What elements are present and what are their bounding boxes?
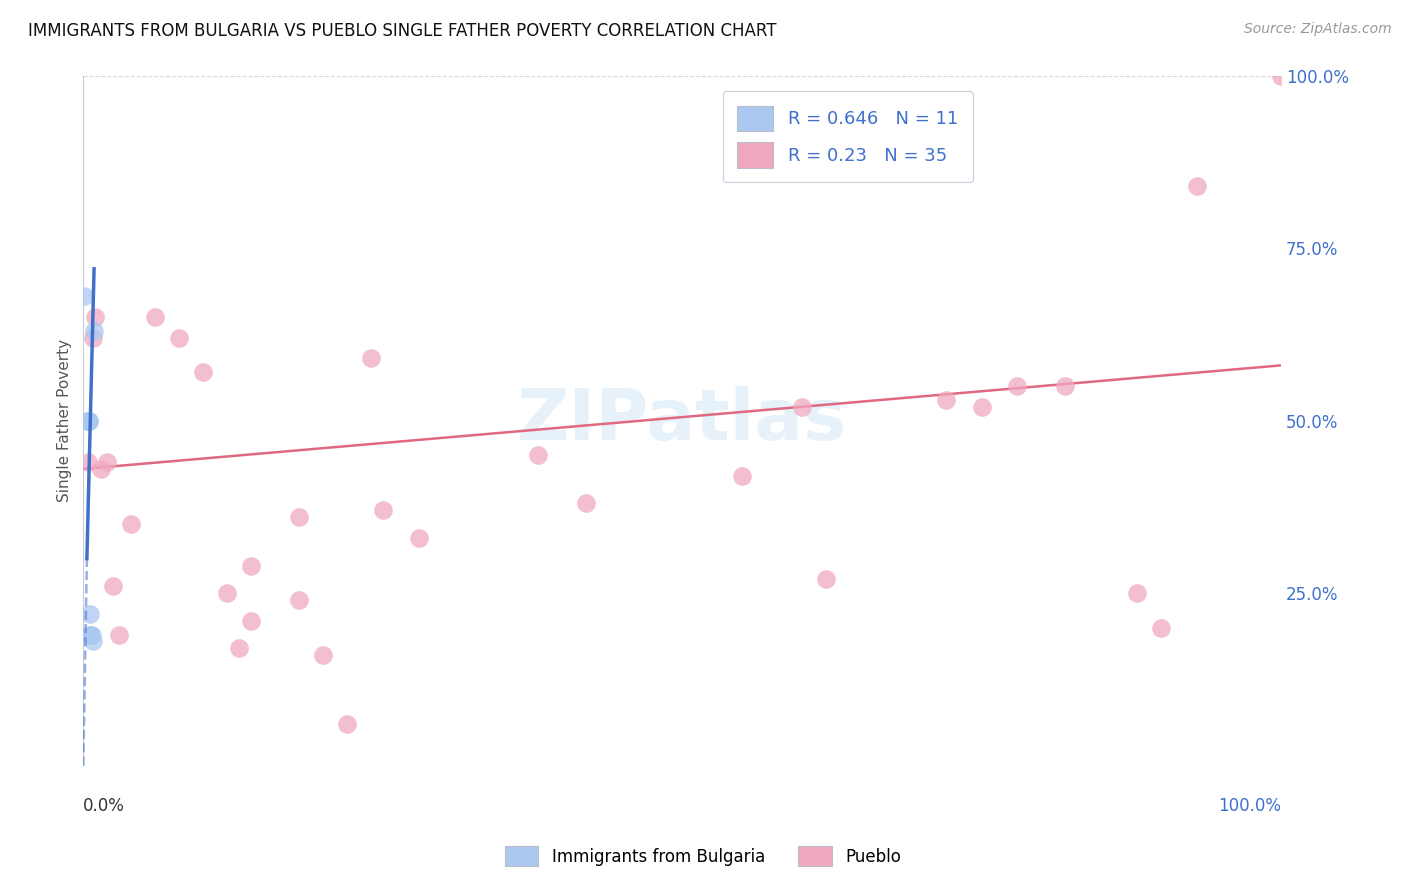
- Point: [83, 324, 105, 338]
- Point: [103, 579, 125, 593]
- Point: [288, 510, 311, 524]
- Point: [79, 627, 101, 641]
- Text: IMMIGRANTS FROM BULGARIA VS PUEBLO SINGLE FATHER POVERTY CORRELATION CHART: IMMIGRANTS FROM BULGARIA VS PUEBLO SINGL…: [28, 22, 776, 40]
- Point: [96, 455, 118, 469]
- Text: 100.0%: 100.0%: [1218, 797, 1281, 814]
- Point: [1150, 621, 1173, 635]
- Point: [935, 392, 957, 407]
- Point: [1007, 379, 1029, 393]
- Point: [288, 593, 311, 607]
- Text: ZIPatlas: ZIPatlas: [517, 386, 848, 455]
- Point: [82, 634, 104, 648]
- Point: [970, 400, 993, 414]
- Point: [80, 627, 103, 641]
- Point: [1185, 178, 1208, 193]
- Point: [408, 531, 430, 545]
- Point: [108, 627, 131, 641]
- Y-axis label: Single Father Poverty: Single Father Poverty: [58, 339, 72, 502]
- Point: [76, 414, 98, 428]
- Text: Source: ZipAtlas.com: Source: ZipAtlas.com: [1244, 22, 1392, 37]
- Point: [371, 503, 394, 517]
- Point: [527, 448, 550, 462]
- Point: [120, 517, 142, 532]
- Point: [77, 414, 100, 428]
- Point: [77, 414, 100, 428]
- Point: [814, 572, 837, 586]
- Point: [215, 586, 238, 600]
- Point: [1126, 586, 1149, 600]
- Point: [79, 627, 101, 641]
- Point: [77, 455, 100, 469]
- Text: 0.0%: 0.0%: [83, 797, 125, 814]
- Point: [1270, 69, 1292, 83]
- Point: [143, 310, 166, 324]
- Point: [82, 331, 104, 345]
- Point: [360, 351, 382, 366]
- Point: [90, 462, 112, 476]
- Point: [1054, 379, 1077, 393]
- Point: [312, 648, 335, 663]
- Legend: R = 0.646   N = 11, R = 0.23   N = 35: R = 0.646 N = 11, R = 0.23 N = 35: [723, 92, 973, 182]
- Point: [79, 607, 101, 621]
- Point: [790, 400, 813, 414]
- Point: [84, 310, 107, 324]
- Point: [575, 496, 598, 510]
- Point: [228, 641, 250, 656]
- Point: [73, 289, 96, 303]
- Point: [239, 558, 262, 573]
- Point: [191, 365, 214, 379]
- Point: [731, 468, 754, 483]
- Point: [77, 414, 100, 428]
- Legend: Immigrants from Bulgaria, Pueblo: Immigrants from Bulgaria, Pueblo: [496, 838, 910, 875]
- Point: [167, 331, 190, 345]
- Point: [239, 614, 262, 628]
- Point: [336, 717, 359, 731]
